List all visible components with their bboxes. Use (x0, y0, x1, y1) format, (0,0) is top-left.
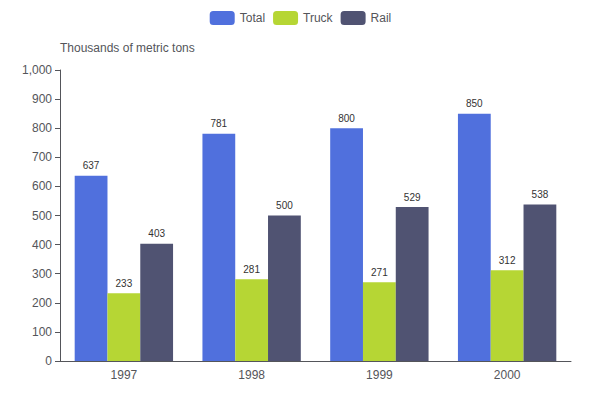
svg-text:312: 312 (499, 255, 516, 266)
svg-text:2000: 2000 (494, 368, 521, 382)
svg-text:700: 700 (32, 150, 52, 164)
svg-text:Truck: Truck (303, 11, 334, 25)
svg-text:100: 100 (32, 325, 52, 339)
svg-text:400: 400 (32, 238, 52, 252)
svg-text:Thousands of metric tons: Thousands of metric tons (60, 41, 195, 55)
svg-text:300: 300 (32, 267, 52, 281)
svg-text:403: 403 (148, 228, 165, 239)
svg-text:637: 637 (83, 160, 100, 171)
svg-text:529: 529 (404, 192, 421, 203)
svg-text:781: 781 (210, 118, 227, 129)
svg-text:800: 800 (338, 113, 355, 124)
svg-text:271: 271 (371, 267, 388, 278)
svg-text:538: 538 (532, 189, 549, 200)
svg-text:800: 800 (32, 121, 52, 135)
svg-text:600: 600 (32, 179, 52, 193)
svg-text:281: 281 (243, 264, 260, 275)
svg-text:Rail: Rail (371, 11, 392, 25)
svg-text:233: 233 (116, 278, 133, 289)
svg-text:500: 500 (32, 209, 52, 223)
svg-text:1999: 1999 (366, 368, 393, 382)
svg-text:900: 900 (32, 92, 52, 106)
svg-text:1,000: 1,000 (22, 63, 52, 77)
svg-text:850: 850 (466, 98, 483, 109)
svg-text:Total: Total (240, 11, 265, 25)
svg-text:0: 0 (45, 354, 52, 368)
svg-text:200: 200 (32, 296, 52, 310)
svg-text:500: 500 (276, 200, 293, 211)
svg-text:1997: 1997 (111, 368, 138, 382)
svg-text:1998: 1998 (238, 368, 265, 382)
